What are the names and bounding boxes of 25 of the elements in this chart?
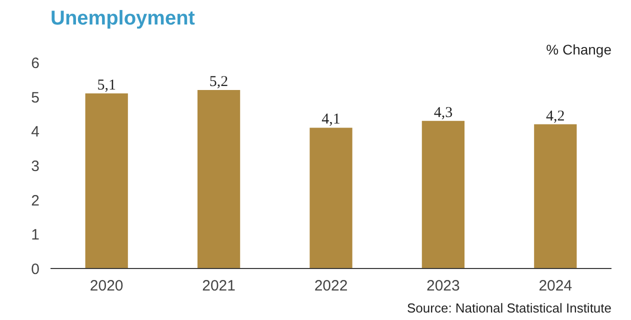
y-tick-label: 6 — [31, 55, 40, 72]
data-label: 4,3 — [434, 104, 453, 121]
x-tick-label: 2024 — [538, 278, 572, 294]
x-tick-label: 2023 — [426, 278, 460, 294]
y-tick-label: 2 — [31, 192, 40, 210]
x-tick-label: 2020 — [90, 278, 124, 294]
bar — [310, 128, 352, 268]
x-tick-label: 2021 — [202, 278, 236, 294]
y-tick-label: 3 — [31, 158, 40, 175]
y-tick-label: 0 — [31, 261, 40, 278]
chart-title: Unemployment — [50, 8, 196, 30]
data-label: 5,2 — [209, 74, 228, 90]
y-tick-label: 4 — [31, 124, 40, 141]
data-label: 4,1 — [322, 112, 340, 128]
x-tick-label: 2022 — [314, 278, 348, 294]
source-note: Source: National Statistical Institute — [407, 300, 612, 316]
bar — [534, 124, 577, 268]
bar — [85, 93, 128, 268]
bar — [422, 120, 465, 268]
bar — [197, 90, 240, 268]
y-axis-title: % Change — [546, 42, 612, 58]
y-tick-label: 1 — [31, 226, 40, 244]
y-tick-label: 5 — [31, 89, 40, 106]
data-label: 4,2 — [546, 108, 565, 124]
data-label: 5,1 — [97, 77, 116, 94]
